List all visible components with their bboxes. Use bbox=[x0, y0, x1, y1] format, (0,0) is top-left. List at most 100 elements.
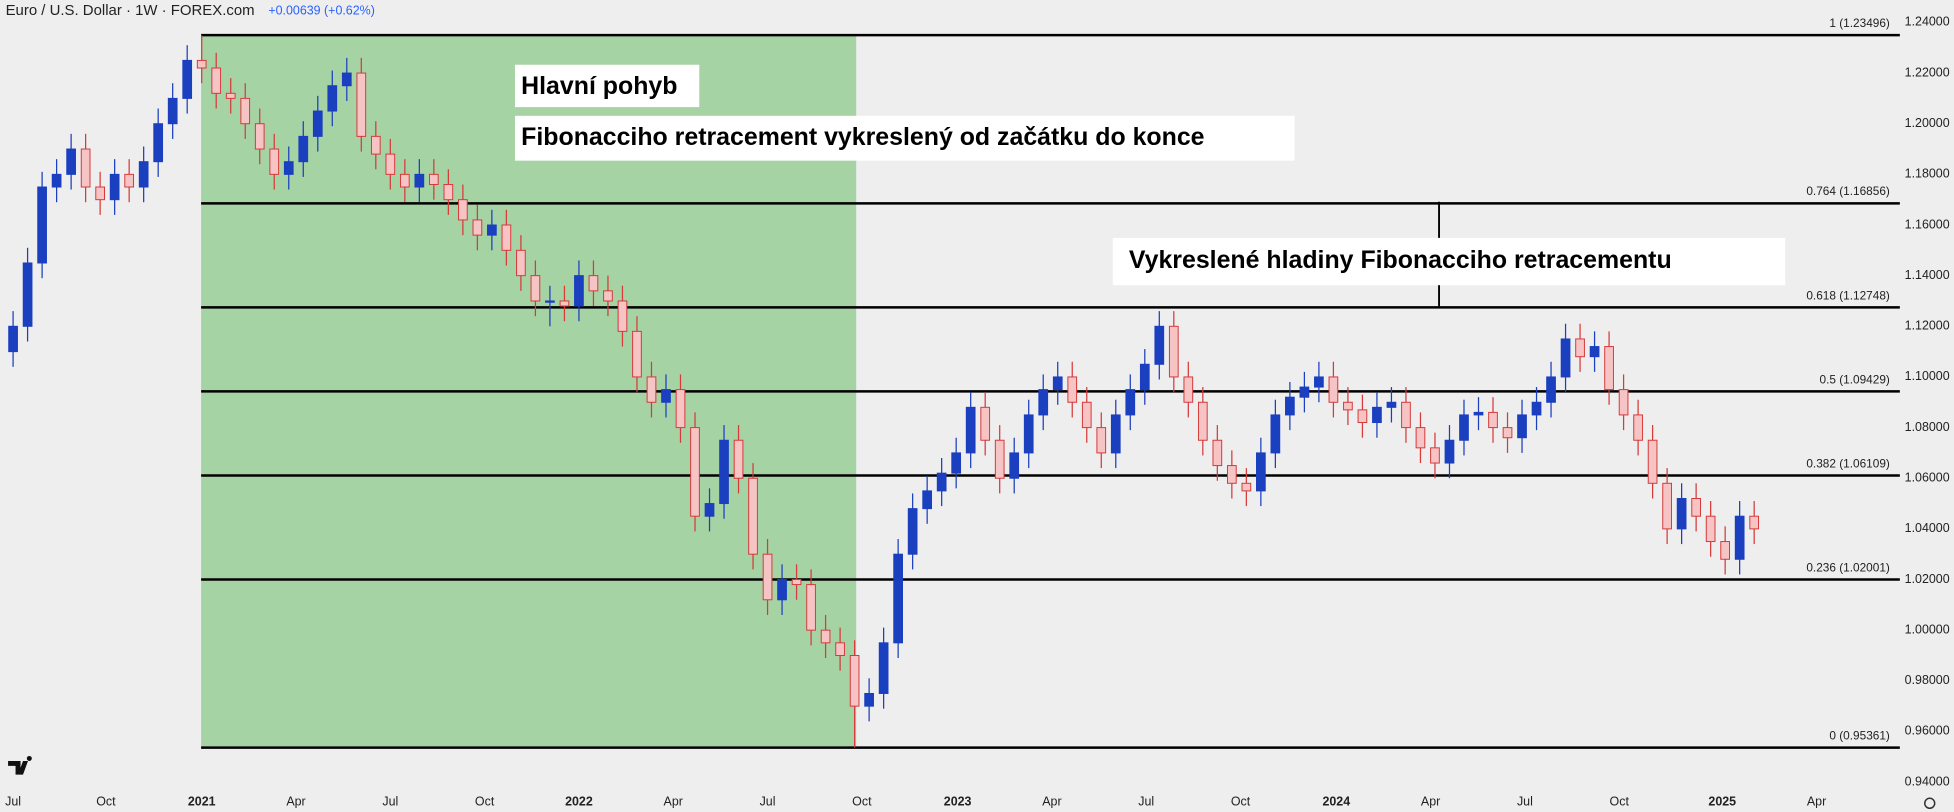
candle-body bbox=[516, 249, 526, 277]
candle-body bbox=[51, 173, 62, 188]
candle-body bbox=[1081, 401, 1092, 429]
candle-body bbox=[225, 92, 236, 99]
candle-body bbox=[849, 654, 860, 707]
candle-body bbox=[1401, 401, 1411, 429]
candle-body bbox=[1023, 414, 1034, 454]
candle-body bbox=[864, 692, 874, 707]
x-tick-label: Jul bbox=[5, 794, 21, 808]
fib-label: 0.764 (1.16856) bbox=[1806, 184, 1890, 198]
candle-body bbox=[1125, 389, 1136, 416]
candle-body bbox=[269, 148, 280, 175]
y-tick-label: 1.08000 bbox=[1905, 420, 1950, 434]
candle-body bbox=[617, 300, 628, 332]
candle-body bbox=[487, 224, 497, 236]
x-tick-label: Apr bbox=[1421, 794, 1440, 808]
candle-body bbox=[806, 584, 816, 631]
y-tick-label: 0.96000 bbox=[1905, 724, 1950, 738]
y-tick-label: 0.98000 bbox=[1905, 673, 1950, 687]
candle-body bbox=[1560, 338, 1571, 378]
x-tick-label: Jul bbox=[760, 794, 776, 808]
candle-body bbox=[196, 59, 207, 69]
candle-body bbox=[1488, 411, 1498, 429]
candle-body bbox=[1546, 376, 1556, 403]
fib-label: 0 (0.95361) bbox=[1829, 729, 1890, 743]
candle-body bbox=[1110, 414, 1121, 454]
x-tick-label: Apr bbox=[1807, 794, 1826, 808]
candle-body bbox=[399, 173, 410, 188]
candle-body bbox=[835, 642, 845, 656]
candle-body bbox=[1009, 452, 1020, 479]
candle-body bbox=[1473, 411, 1484, 416]
candle-body bbox=[791, 579, 802, 586]
candle-body bbox=[428, 173, 439, 185]
candle-body bbox=[8, 325, 18, 353]
settings-icon[interactable] bbox=[1924, 797, 1936, 810]
candle-body bbox=[1531, 401, 1542, 416]
candle-body bbox=[965, 406, 976, 454]
x-tick-label: Jul bbox=[382, 794, 398, 808]
candle-body bbox=[1444, 439, 1455, 464]
candle-body bbox=[95, 186, 105, 201]
candle-body bbox=[1618, 389, 1629, 416]
x-tick-label: 2024 bbox=[1322, 794, 1350, 808]
y-tick-label: 1.24000 bbox=[1905, 15, 1950, 29]
fib-label: 0.5 (1.09429) bbox=[1820, 372, 1890, 386]
candle-body bbox=[1589, 346, 1600, 358]
candle-body bbox=[530, 275, 541, 302]
candle-body bbox=[994, 439, 1005, 479]
candle-body bbox=[777, 579, 787, 601]
candle-body bbox=[1183, 376, 1194, 403]
candle-body bbox=[1430, 447, 1440, 464]
candle-body bbox=[283, 161, 294, 175]
fib-label: 0.236 (1.02001) bbox=[1806, 560, 1890, 574]
x-tick-label: 2021 bbox=[188, 794, 216, 808]
candle-body bbox=[1314, 376, 1324, 388]
candle-body bbox=[1139, 363, 1150, 391]
y-tick-label: 1.20000 bbox=[1905, 116, 1950, 130]
annotation: Hlavní pohyb bbox=[521, 72, 677, 100]
candle-body bbox=[356, 72, 367, 137]
y-tick-label: 1.02000 bbox=[1905, 572, 1950, 586]
candle-body bbox=[385, 153, 396, 175]
candle-body bbox=[1096, 427, 1107, 454]
candle-body bbox=[748, 477, 758, 555]
candle-body bbox=[80, 148, 91, 188]
annotation: Vykreslené hladiny Fibonacciho retraceme… bbox=[1129, 246, 1672, 274]
x-tick-label: Jul bbox=[1138, 794, 1154, 808]
candle-body bbox=[762, 553, 773, 601]
candle-body bbox=[37, 186, 47, 264]
candle-body bbox=[922, 490, 933, 510]
candle-body bbox=[1415, 427, 1426, 449]
candle-body bbox=[1459, 414, 1469, 441]
candle-body bbox=[182, 59, 193, 99]
x-tick-label: 2025 bbox=[1708, 794, 1736, 808]
candle-body bbox=[1633, 414, 1643, 441]
candle-body bbox=[167, 97, 178, 125]
candle-body bbox=[951, 452, 962, 474]
candle-body bbox=[675, 389, 686, 429]
annotation-box bbox=[514, 115, 1295, 161]
logo bbox=[8, 755, 32, 775]
candle-body bbox=[646, 376, 657, 403]
x-tick-label: Oct bbox=[1231, 794, 1251, 808]
candle-body bbox=[1168, 325, 1179, 378]
y-tick-label: 1.04000 bbox=[1905, 521, 1950, 535]
fib-label: 0.382 (1.06109) bbox=[1806, 456, 1890, 470]
candle-body bbox=[472, 219, 483, 236]
candle-body bbox=[443, 183, 454, 201]
candle-body bbox=[254, 123, 265, 150]
candle-body bbox=[574, 275, 584, 307]
y-tick-label: 1.00000 bbox=[1905, 622, 1950, 636]
chart-title: Euro / U.S. Dollar · 1W · FOREX.com bbox=[6, 2, 255, 19]
fib-label: 0.618 (1.12748) bbox=[1806, 288, 1890, 302]
candle-body bbox=[1502, 427, 1513, 439]
x-tick-label: 2023 bbox=[944, 794, 972, 808]
candle-body bbox=[341, 72, 352, 87]
candle-body bbox=[1691, 497, 1701, 517]
annotation: Fibonacciho retracement vykreslený od za… bbox=[521, 123, 1204, 151]
candle-body bbox=[298, 135, 309, 163]
candle-body bbox=[1343, 401, 1353, 411]
candle-body bbox=[1604, 346, 1614, 391]
candle-body bbox=[719, 439, 729, 505]
